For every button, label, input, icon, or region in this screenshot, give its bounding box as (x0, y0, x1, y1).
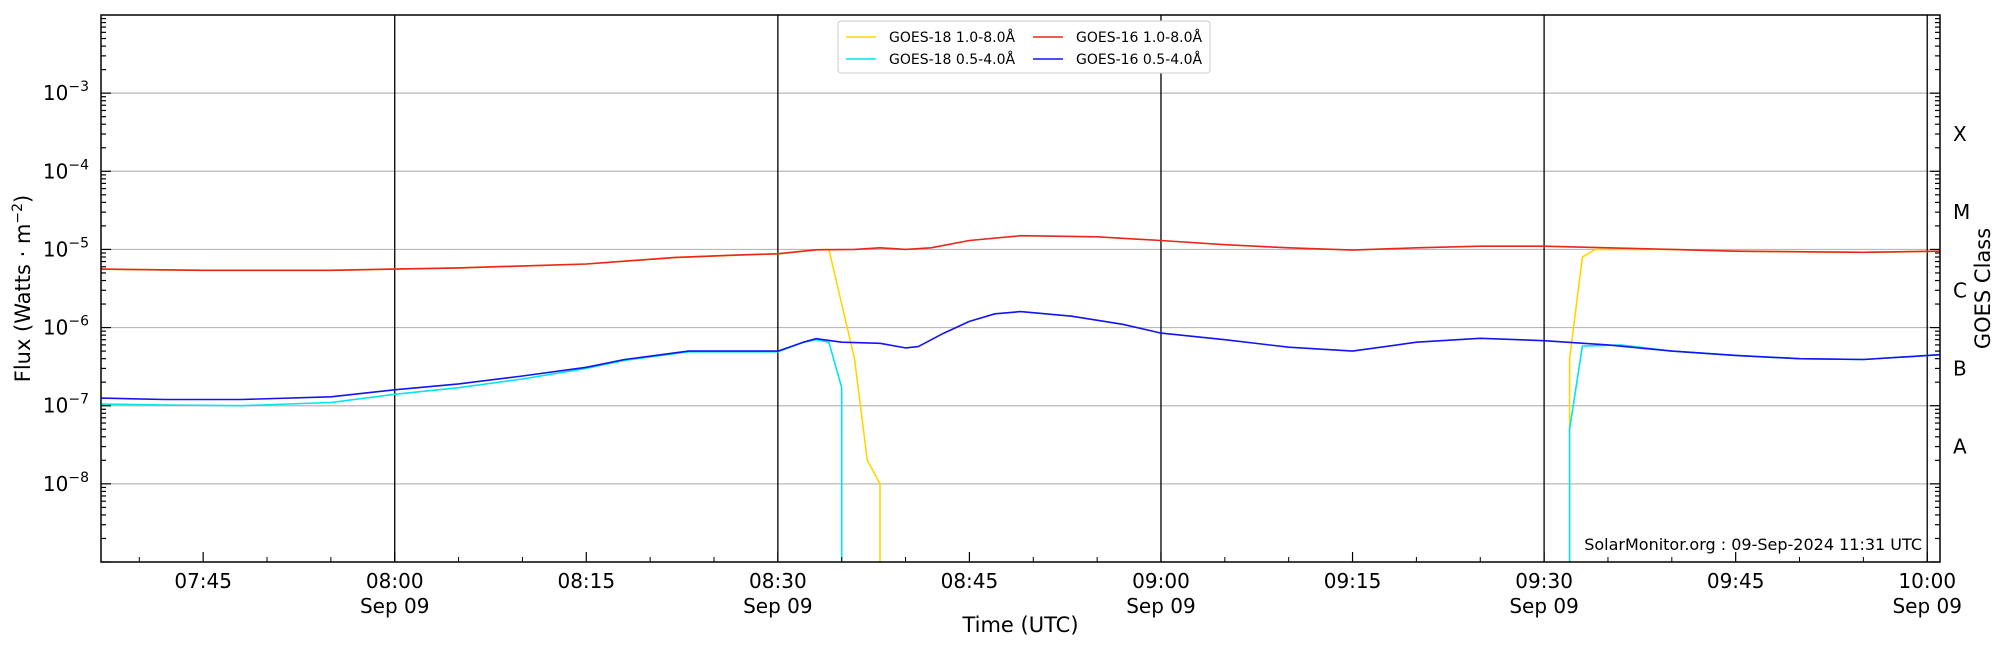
x-tick-label-8: 09:45 (1707, 569, 1765, 593)
y-tick-label-1: 10−7 (43, 392, 89, 418)
y-tick-label-0: 10−8 (43, 470, 89, 496)
series-layer (100, 234, 1941, 562)
x-tick-date-7: Sep 09 (1509, 594, 1579, 618)
credit-text: SolarMonitor.org : 09-Sep-2024 11:31 UTC (1584, 535, 1922, 554)
y-tick-exponent: −8 (68, 470, 89, 486)
y-axis-title: Flux (Watts · m−2) (10, 195, 35, 383)
legend-label-3: GOES-16 0.5-4.0Å (1076, 51, 1202, 68)
x-tick-label-3: 08:30 (749, 569, 807, 593)
goes-class-label-c: C (1953, 278, 1967, 302)
legend-label-1: GOES-16 1.0-8.0Å (1076, 29, 1202, 46)
x-tick-label-4: 08:45 (941, 569, 999, 593)
x-tick-label-7: 09:30 (1515, 569, 1573, 593)
x-tick-label-1: 08:00 (366, 569, 424, 593)
y-tick-exponent: −5 (68, 235, 89, 251)
x-tick-date-1: Sep 09 (360, 594, 430, 618)
goes-class-label-a: A (1953, 435, 1967, 459)
legend-label-0: GOES-18 1.0-8.0Å (889, 29, 1015, 46)
y-tick-exponent: −3 (68, 79, 89, 95)
legend-label-2: GOES-18 0.5-4.0Å (889, 51, 1015, 68)
y-axis-title-close: ) (11, 195, 35, 203)
legend: GOES-18 1.0-8.0Å GOES-18 0.5-4.0Å GOES-16 … (837, 20, 1211, 74)
y-tick-base: 10 (43, 159, 68, 183)
y-tick-base: 10 (43, 472, 68, 496)
series-line-3 (100, 310, 1941, 401)
goes-class-label-x: X (1953, 122, 1967, 146)
x-tick-label-5: 09:00 (1132, 569, 1190, 593)
goes-class-label-b: B (1953, 356, 1967, 380)
goes-class-axis-title: GOES Class (1971, 228, 1995, 349)
series-line-1 (100, 234, 1941, 272)
right-margin-mask (1940, 0, 2000, 650)
y-tick-exponent: −7 (68, 392, 89, 408)
y-axis-title-exponent: −2 (10, 203, 26, 224)
left-margin-mask (0, 0, 101, 650)
y-tick-base: 10 (43, 394, 68, 418)
y-tick-label-3: 10−5 (43, 235, 89, 261)
series-line-2-b (1568, 344, 1941, 562)
y-tick-exponent: −6 (68, 314, 89, 330)
y-tick-label-2: 10−6 (43, 314, 89, 340)
y-tick-exponent: −4 (68, 157, 89, 173)
x-tick-date-5: Sep 09 (1126, 594, 1196, 618)
legend-box (837, 20, 1211, 74)
y-tick-base: 10 (43, 316, 68, 340)
plot-frame (100, 14, 1941, 563)
grid-layer (101, 15, 1940, 562)
x-tick-date-9: Sep 09 (1892, 594, 1962, 618)
y-axis-title-main: Flux (Watts · m (11, 224, 35, 383)
x-tick-label-6: 09:15 (1324, 569, 1382, 593)
x-axis-title: Time (UTC) (961, 613, 1078, 637)
y-tick-base: 10 (43, 81, 68, 105)
series-line-2 (100, 338, 843, 562)
goes-class-label-m: M (1953, 200, 1970, 224)
y-tick-label-4: 10−4 (43, 157, 89, 183)
bottom-margin-mask (0, 562, 2000, 650)
x-tick-label-2: 08:15 (557, 569, 615, 593)
x-tick-date-3: Sep 09 (743, 594, 813, 618)
x-tick-label-9: 10:00 (1898, 569, 1956, 593)
x-tick-label-0: 07:45 (174, 569, 232, 593)
y-tick-label-5: 10−3 (43, 79, 89, 105)
y-tick-base: 10 (43, 237, 68, 261)
